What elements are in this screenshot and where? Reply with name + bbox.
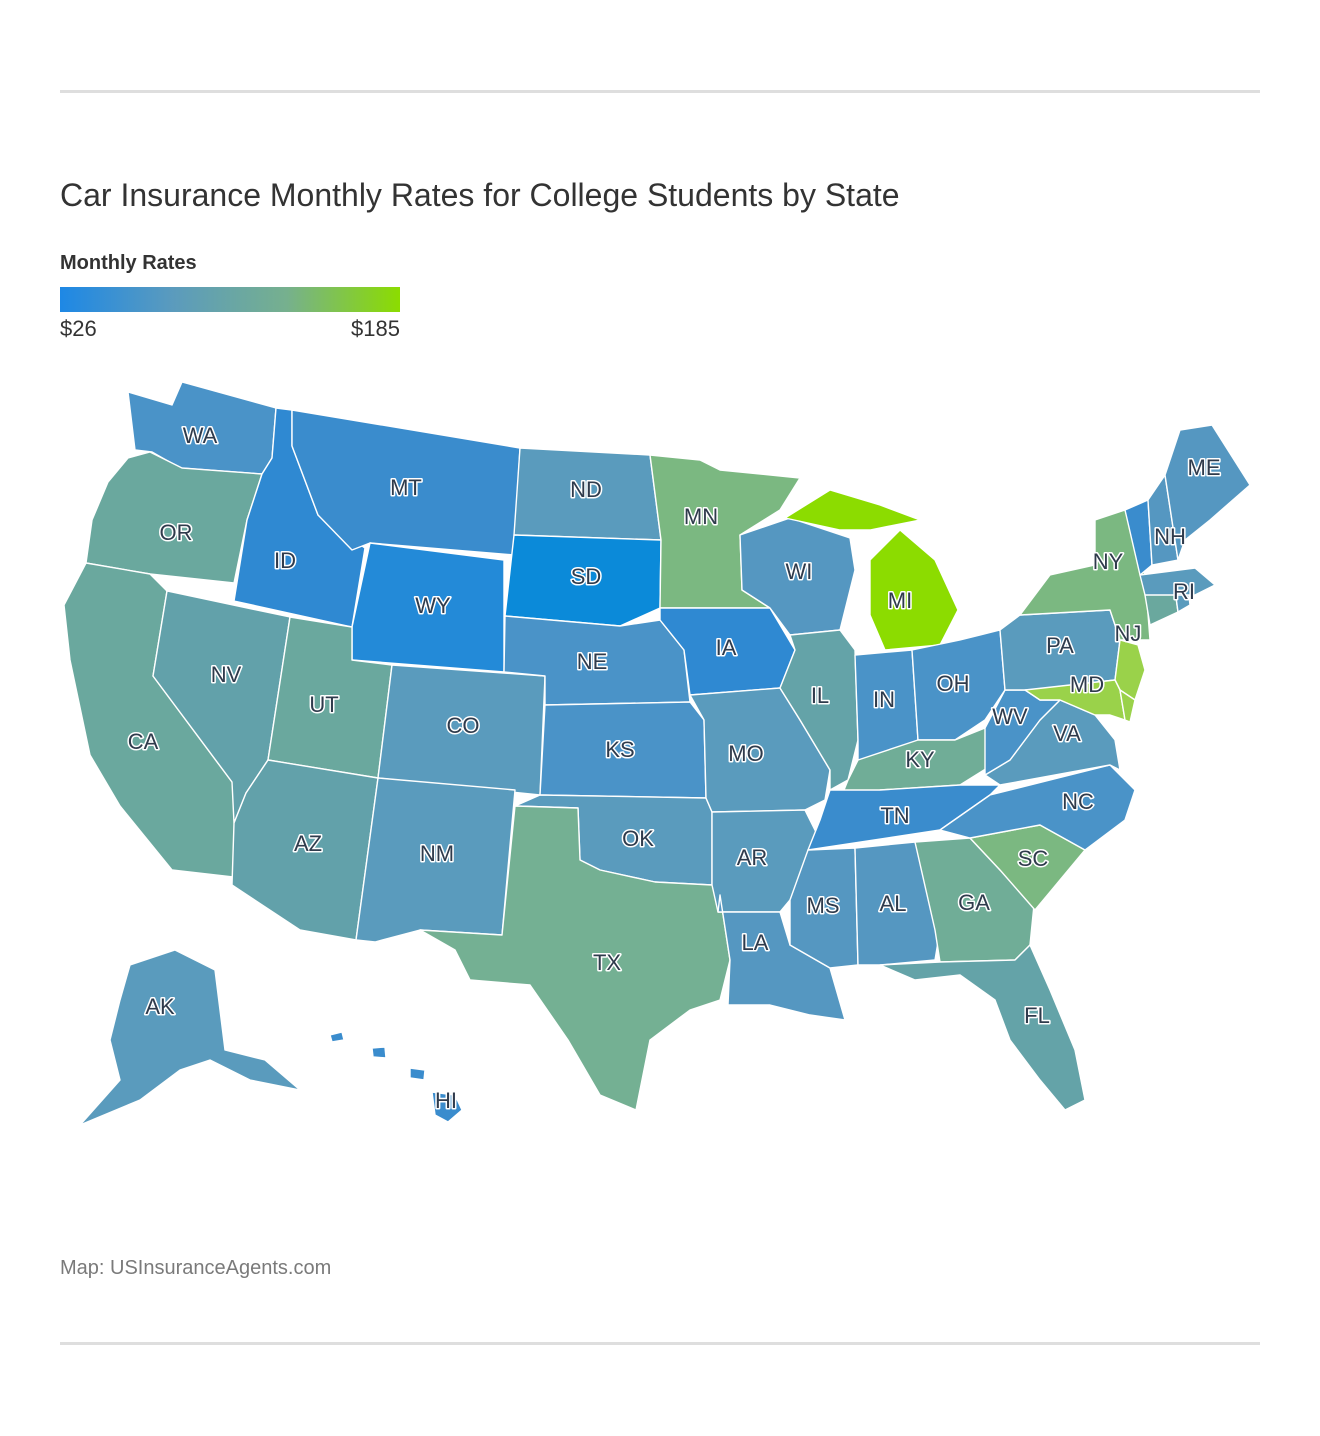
state-label-nv: NV [211,662,242,687]
state-label-pa: PA [1046,633,1074,658]
map-states [63,381,1251,1126]
state-label-mo: MO [728,741,763,766]
state-de[interactable] [1119,689,1136,723]
state-mi[interactable] [784,489,959,651]
state-label-nh: NH [1154,524,1186,549]
state-label-wv: WV [992,704,1028,729]
state-label-ia: IA [716,635,737,660]
legend-title: Monthly Rates [60,252,197,274]
state-label-mi: MI [888,588,912,613]
state-label-wy: WY [415,593,451,618]
top-divider [60,90,1260,93]
state-label-ca: CA [128,729,159,754]
state-label-ok: OK [622,826,654,851]
state-label-in: IN [873,687,895,712]
state-ak[interactable] [79,949,301,1126]
state-label-nd: ND [570,477,602,502]
state-label-ne: NE [577,649,608,674]
state-label-oh: OH [937,671,970,696]
state-label-il: IL [811,683,829,708]
state-hi[interactable] [329,1031,463,1123]
state-label-md: MD [1070,672,1104,697]
state-fl[interactable] [879,944,1086,1111]
state-label-tx: TX [593,950,621,975]
state-la[interactable] [717,894,846,1021]
state-or[interactable] [85,451,263,584]
state-label-ms: MS [807,893,840,918]
state-label-va: VA [1053,721,1081,746]
state-label-la: LA [742,930,769,955]
state-label-nj: NJ [1115,621,1142,646]
state-label-ut: UT [309,692,338,717]
map-credit: Map: USInsuranceAgents.com [60,1257,332,1279]
legend-max-label: $185 [351,316,400,341]
state-label-al: AL [880,891,907,916]
us-choropleth-map: WA OR CA NV ID MT WY UT AZ CO NM ND SD NE KS OK TX MN IA MO… [63,381,1251,1126]
state-label-mn: MN [684,504,718,529]
state-label-ak: AK [145,994,175,1019]
state-label-id: ID [274,548,296,573]
state-wy[interactable] [351,542,505,673]
state-label-wa: WA [183,423,218,448]
state-me[interactable] [1164,424,1251,561]
page-title: Car Insurance Monthly Rates for College … [60,177,900,214]
state-label-ky: KY [905,747,935,772]
state-label-hi: HI [435,1088,457,1113]
state-md[interactable] [1024,679,1126,721]
state-label-ri: RI [1173,579,1195,604]
state-label-ga: GA [958,890,990,915]
state-tx[interactable] [419,805,731,1111]
state-label-co: CO [447,713,480,738]
bottom-divider [60,1342,1260,1345]
state-label-az: AZ [294,831,322,856]
state-label-sd: SD [571,564,602,589]
state-label-ar: AR [737,845,768,870]
state-ar[interactable] [711,809,821,913]
legend-color-scale [60,287,400,312]
map-labels: WA OR CA NV ID MT WY UT AZ CO NM ND SD NE KS OK TX MN IA MO… [126,421,1222,1114]
state-label-ks: KS [605,737,634,762]
state-label-or: OR [160,520,193,545]
state-label-tn: TN [880,803,909,828]
state-label-fl: FL [1024,1003,1050,1028]
state-label-ny: NY [1093,549,1124,574]
state-label-mt: MT [390,475,422,500]
legend-min-label: $26 [60,316,97,341]
state-label-nm: NM [420,841,454,866]
state-label-sc: SC [1018,846,1049,871]
state-sd[interactable] [504,534,662,627]
state-label-me: ME [1188,455,1221,480]
state-nc[interactable] [939,764,1136,851]
state-label-wi: WI [786,559,813,584]
state-label-nc: NC [1062,789,1094,814]
state-ma[interactable] [1139,567,1216,596]
